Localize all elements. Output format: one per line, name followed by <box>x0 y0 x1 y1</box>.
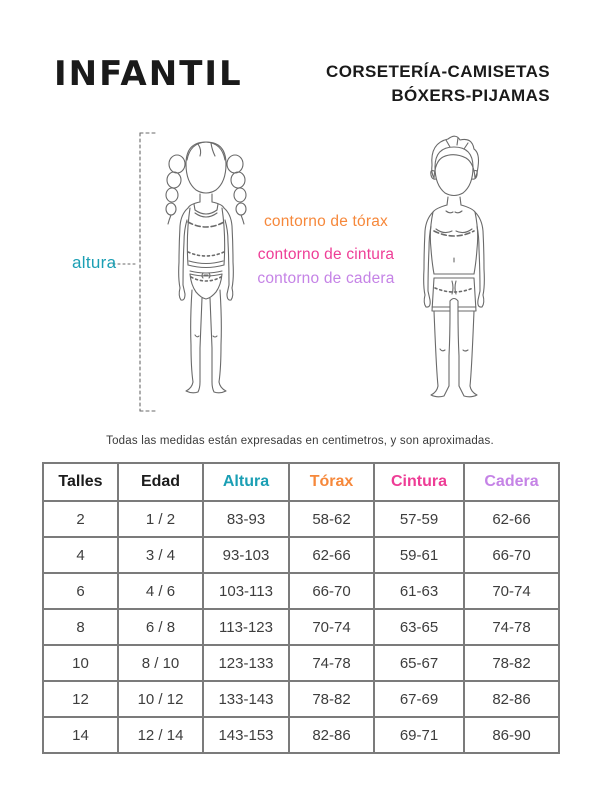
table-cell-edad: 4 / 6 <box>117 572 204 610</box>
girl-hip-measure-line <box>190 276 222 282</box>
page-title: INFANTIL <box>54 54 243 94</box>
subtitle-line-1: CORSETERÍA-CAMISETAS <box>326 62 550 81</box>
subtitle-line-2: BÓXERS-PIJAMAS <box>391 86 550 105</box>
table-cell-talles: 8 <box>42 608 119 646</box>
column-header-cadera: Cadera <box>463 462 560 502</box>
table-cell-altura: 123-133 <box>202 644 290 682</box>
height-bracket <box>112 132 158 412</box>
girl-chest-measure-line <box>187 221 225 228</box>
table-cell-edad: 1 / 2 <box>117 500 204 538</box>
column-header-talles: Talles <box>42 462 119 502</box>
table-cell-altura: 93-103 <box>202 536 290 574</box>
table-cell-edad: 10 / 12 <box>117 680 204 718</box>
table-cell-talles: 14 <box>42 716 119 754</box>
table-cell-cadera: 74-78 <box>463 608 560 646</box>
table-cell-cadera: 62-66 <box>463 500 560 538</box>
table-cell-edad: 12 / 14 <box>117 716 204 754</box>
table-cell-cadera: 86-90 <box>463 716 560 754</box>
table-cell-talles: 12 <box>42 680 119 718</box>
table-cell-edad: 3 / 4 <box>117 536 204 574</box>
table-cell-torax: 62-66 <box>288 536 375 574</box>
hip-measure-label: contorno de cadera <box>257 270 395 287</box>
table-row: 14 12 / 14 143-153 82-86 69-71 86-90 <box>42 716 560 754</box>
measurements-note: Todas las medidas están expresadas en ce… <box>106 435 494 447</box>
waist-measure-label: contorno de cintura <box>257 246 395 263</box>
table-cell-cintura: 69-71 <box>373 716 465 754</box>
table-cell-cadera: 66-70 <box>463 536 560 574</box>
table-cell-altura: 143-153 <box>202 716 290 754</box>
column-header-cintura: Cintura <box>373 462 465 502</box>
chest-measure-label: contorno de tórax <box>263 213 389 230</box>
girl-outline <box>165 141 247 394</box>
boy-chest-measure-line <box>433 230 475 237</box>
size-table-header-row: Talles Edad Altura Tórax Cintura Cadera <box>42 462 560 502</box>
boy-figure-illustration <box>423 135 485 398</box>
table-cell-edad: 8 / 10 <box>117 644 204 682</box>
table-cell-torax: 70-74 <box>288 608 375 646</box>
boy-outline <box>423 135 485 398</box>
table-cell-cintura: 63-65 <box>373 608 465 646</box>
column-header-edad: Edad <box>117 462 204 502</box>
table-cell-talles: 10 <box>42 644 119 682</box>
table-cell-torax: 66-70 <box>288 572 375 610</box>
table-cell-cintura: 67-69 <box>373 680 465 718</box>
table-cell-torax: 58-62 <box>288 500 375 538</box>
table-cell-torax: 82-86 <box>288 716 375 754</box>
table-cell-talles: 6 <box>42 572 119 610</box>
table-cell-edad: 6 / 8 <box>117 608 204 646</box>
table-cell-altura: 83-93 <box>202 500 290 538</box>
girl-figure-illustration <box>165 141 247 394</box>
table-cell-cintura: 65-67 <box>373 644 465 682</box>
table-row: 12 10 / 12 133-143 78-82 67-69 82-86 <box>42 680 560 718</box>
column-header-altura: Altura <box>202 462 290 502</box>
table-cell-cadera: 82-86 <box>463 680 560 718</box>
table-cell-cintura: 61-63 <box>373 572 465 610</box>
table-cell-torax: 78-82 <box>288 680 375 718</box>
table-row: 10 8 / 10 123-133 74-78 65-67 78-82 <box>42 644 560 682</box>
table-cell-cadera: 70-74 <box>463 572 560 610</box>
table-cell-cadera: 78-82 <box>463 644 560 682</box>
table-cell-torax: 74-78 <box>288 644 375 682</box>
table-cell-altura: 133-143 <box>202 680 290 718</box>
girl-waist-measure-line <box>187 251 225 257</box>
column-header-torax: Tórax <box>288 462 375 502</box>
boy-hip-measure-line <box>434 287 474 293</box>
table-cell-altura: 113-123 <box>202 608 290 646</box>
table-cell-talles: 2 <box>42 500 119 538</box>
table-cell-talles: 4 <box>42 536 119 574</box>
table-cell-cintura: 59-61 <box>373 536 465 574</box>
table-cell-cintura: 57-59 <box>373 500 465 538</box>
table-cell-altura: 103-113 <box>202 572 290 610</box>
height-label: altura <box>72 253 117 272</box>
page-subtitle: CORSETERÍA-CAMISETAS BÓXERS-PIJAMAS <box>326 60 550 108</box>
